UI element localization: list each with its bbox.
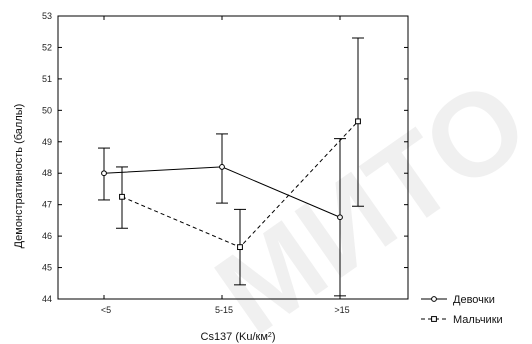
y-axis-label: Демонстративность (баллы) [13, 104, 25, 249]
legend-marker [431, 316, 437, 322]
x-axis-label: Cs137 (Ku/км2) [201, 331, 276, 343]
data-point [237, 244, 243, 251]
x-axis-label-close: ) [272, 331, 276, 343]
series-1 [98, 133, 346, 297]
y-tick-label: 44 [42, 294, 52, 304]
data-point [219, 164, 225, 170]
x-ticks: <5 5-15 >15 [101, 16, 350, 315]
y-tick-label: 46 [42, 231, 52, 241]
y-tick-label: 45 [42, 263, 52, 273]
data-point [337, 214, 343, 221]
y-tick-label: 49 [42, 137, 52, 147]
x-tick-label: >15 [334, 305, 349, 315]
plot-frame [57, 15, 409, 300]
y-tick-label: 48 [42, 168, 52, 178]
x-axis-label-main: Cs137 (Ku/км [201, 331, 268, 343]
chart-axes [57, 15, 409, 300]
y-tick-label: 50 [42, 105, 52, 115]
y-tick-label: 47 [42, 200, 52, 210]
y-tick-label: 53 [42, 11, 52, 21]
y-ticks: 44 45 46 47 48 49 50 51 52 53 [42, 11, 408, 304]
y-tick-label: 51 [42, 74, 52, 84]
series-2 [116, 37, 364, 286]
x-axis-label-superscript: 2 [268, 332, 272, 339]
data-point [355, 118, 361, 125]
legend-label: Мальчики [453, 314, 503, 326]
x-tick-label: 5-15 [215, 305, 233, 315]
legend-marker [431, 296, 437, 302]
legend: Девочки Мальчики [421, 294, 503, 326]
legend-label: Девочки [453, 294, 495, 306]
chart-series [98, 37, 364, 297]
data-point [101, 170, 107, 177]
y-tick-label: 52 [42, 42, 52, 52]
x-tick-label: <5 [101, 305, 111, 315]
data-point [119, 193, 125, 200]
